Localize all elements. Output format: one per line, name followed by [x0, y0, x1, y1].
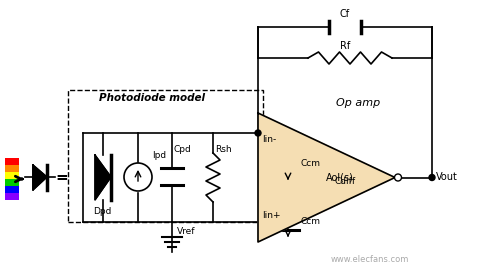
Circle shape: [255, 130, 261, 136]
Bar: [5, 186, 19, 193]
Bar: [5, 158, 19, 165]
Circle shape: [394, 174, 402, 181]
Text: Ccm: Ccm: [301, 160, 321, 168]
Text: Vout: Vout: [436, 173, 458, 183]
Text: www.elecfans.com: www.elecfans.com: [331, 255, 409, 265]
Bar: [5, 165, 19, 172]
Polygon shape: [95, 155, 111, 200]
Text: Ipd: Ipd: [152, 150, 166, 160]
Circle shape: [124, 163, 152, 191]
Text: Cf: Cf: [340, 9, 350, 19]
Text: Dpd: Dpd: [93, 208, 111, 217]
Text: Iin-: Iin-: [262, 136, 276, 144]
Circle shape: [429, 174, 435, 181]
Text: Rf: Rf: [340, 41, 350, 51]
Bar: [5, 172, 19, 179]
Text: Op amp: Op amp: [336, 98, 380, 108]
Polygon shape: [33, 165, 47, 190]
Text: Cdiff: Cdiff: [335, 177, 356, 186]
Bar: [5, 179, 19, 186]
Text: Vref: Vref: [177, 227, 196, 235]
Text: Ccm: Ccm: [301, 218, 321, 227]
Text: Aol(s): Aol(s): [326, 173, 354, 183]
Bar: [68, 90, 263, 222]
Text: =: =: [55, 170, 68, 184]
Text: Photodiode model: Photodiode model: [99, 93, 205, 103]
Polygon shape: [258, 113, 395, 242]
Bar: [5, 193, 19, 200]
Text: Iin+: Iin+: [262, 211, 281, 221]
Text: Rsh: Rsh: [215, 146, 232, 154]
Text: Cpd: Cpd: [174, 146, 192, 154]
